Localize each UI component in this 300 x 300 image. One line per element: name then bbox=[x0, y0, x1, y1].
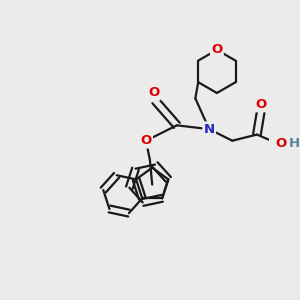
Text: O: O bbox=[255, 98, 266, 111]
Text: O: O bbox=[140, 134, 152, 147]
Text: N: N bbox=[204, 123, 215, 136]
Text: O: O bbox=[148, 86, 159, 100]
Text: O: O bbox=[275, 137, 286, 150]
Text: H: H bbox=[288, 137, 299, 150]
Text: O: O bbox=[211, 44, 223, 56]
